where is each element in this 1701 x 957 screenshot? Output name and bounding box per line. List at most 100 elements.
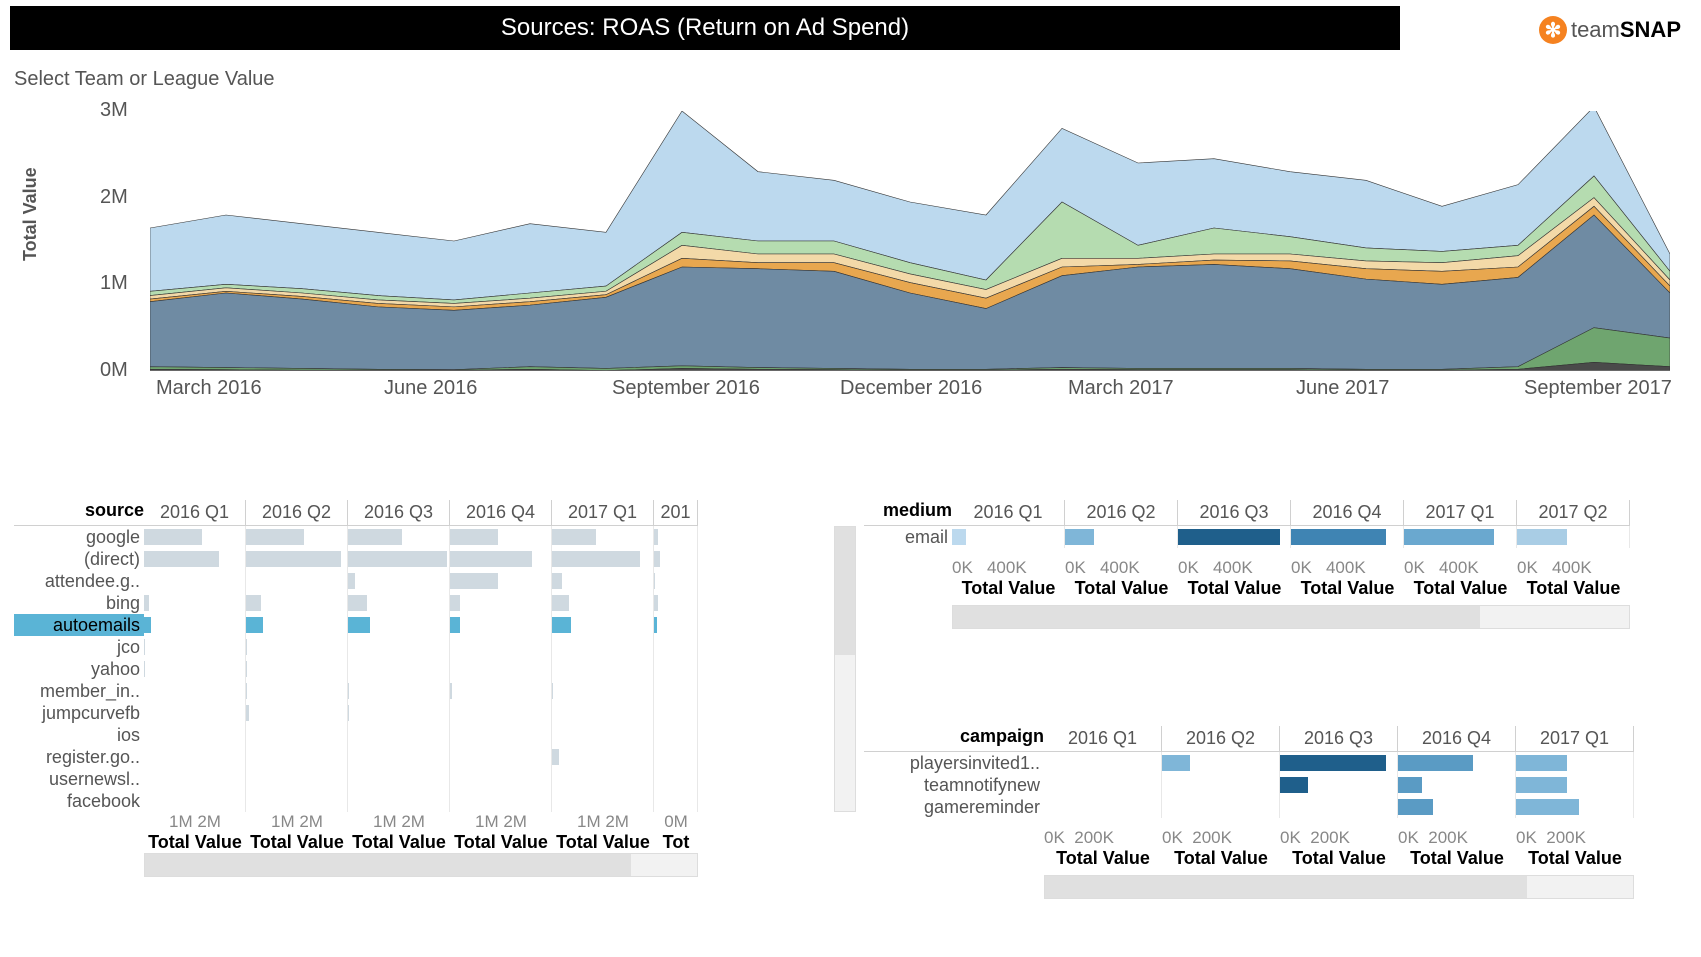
source-bar[interactable] [450,595,460,611]
campaign-col-header[interactable]: 2016 Q2 [1162,726,1280,751]
medium-bar[interactable] [1517,529,1567,545]
campaign-hscroll[interactable] [1044,875,1634,899]
source-col-header[interactable]: 201 [654,500,698,525]
campaign-axis-title: Total Value [1044,848,1162,869]
campaign-row-label[interactable]: teamnotifynew [864,774,1044,796]
source-row-label[interactable]: bing [14,592,144,614]
source-bar[interactable] [654,617,657,633]
source-col-header[interactable]: 2017 Q1 [552,500,654,525]
source-row-label[interactable]: jco [14,636,144,658]
source-row-label[interactable]: autoemails [14,614,144,636]
medium-panel[interactable]: medium2016 Q12016 Q22016 Q32016 Q42017 Q… [864,500,1684,629]
medium-col-header[interactable]: 2016 Q3 [1178,500,1291,525]
campaign-axis-tick: 0K 200K [1162,828,1280,848]
source-bar[interactable] [348,705,349,721]
medium-axis-tick: 0K 400K [1291,558,1404,578]
source-row-label[interactable]: yahoo [14,658,144,680]
campaign-col-header[interactable]: 2016 Q1 [1044,726,1162,751]
source-bar[interactable] [552,595,569,611]
source-bar[interactable] [348,573,355,589]
source-bar[interactable] [144,529,202,545]
medium-col-header[interactable]: 2016 Q1 [952,500,1065,525]
source-row-label[interactable]: usernewsl.. [14,768,144,790]
campaign-bar[interactable] [1398,799,1433,815]
source-bar[interactable] [246,705,249,721]
campaign-bar[interactable] [1516,755,1567,771]
source-bar[interactable] [246,595,261,611]
source-row-label[interactable]: (direct) [14,548,144,570]
source-bar[interactable] [552,749,559,765]
source-bar[interactable] [348,617,370,633]
source-panel[interactable]: source2016 Q12016 Q22016 Q32016 Q42017 Q… [14,500,834,877]
source-bar[interactable] [246,661,247,677]
campaign-bar[interactable] [1516,777,1567,793]
source-bar[interactable] [654,595,658,611]
source-bar[interactable] [654,551,660,567]
source-col-header[interactable]: 2016 Q4 [450,500,552,525]
medium-col-header[interactable]: 2017 Q2 [1517,500,1630,525]
source-bar[interactable] [450,529,498,545]
source-vscroll[interactable] [834,526,856,812]
medium-bar[interactable] [952,529,966,545]
campaign-col-header[interactable]: 2016 Q3 [1280,726,1398,751]
source-bar[interactable] [348,595,367,611]
source-bar[interactable] [348,529,402,545]
source-bar[interactable] [450,573,498,589]
medium-col-header[interactable]: 2016 Q2 [1065,500,1178,525]
source-bar[interactable] [144,639,145,655]
source-row-label[interactable]: member_in.. [14,680,144,702]
source-bar[interactable] [654,573,655,589]
campaign-bar[interactable] [1280,777,1308,793]
medium-bar[interactable] [1404,529,1494,545]
campaign-col-header[interactable]: 2017 Q1 [1516,726,1634,751]
source-bar[interactable] [246,529,304,545]
source-row-label[interactable]: ios [14,724,144,746]
source-bar[interactable] [246,617,263,633]
source-bar[interactable] [348,551,447,567]
source-hscroll[interactable] [144,853,698,877]
medium-hscroll[interactable] [952,605,1630,629]
source-row-label[interactable]: facebook [14,790,144,812]
campaign-row-label[interactable]: playersinvited1.. [864,752,1044,774]
campaign-bar[interactable] [1162,755,1190,771]
source-bar[interactable] [348,683,349,699]
source-row-label[interactable]: jumpcurvefb [14,702,144,724]
area-chart[interactable]: Total Value 0M1M2M3M March 2016June 2016… [40,111,1680,421]
medium-col-header[interactable]: 2017 Q1 [1404,500,1517,525]
source-bar[interactable] [450,617,460,633]
source-bar[interactable] [144,661,145,677]
source-bar[interactable] [552,529,596,545]
source-row-label[interactable]: google [14,526,144,548]
source-bar[interactable] [144,595,149,611]
source-bar[interactable] [552,551,640,567]
source-bar[interactable] [450,683,452,699]
campaign-bar[interactable] [1398,755,1473,771]
campaign-row-label[interactable]: gamereminder [864,796,1044,818]
campaign-col-header[interactable]: 2016 Q4 [1398,726,1516,751]
source-bar[interactable] [246,639,247,655]
source-bar[interactable] [654,529,658,545]
campaign-bar[interactable] [1398,777,1422,793]
source-row-label[interactable]: attendee.g.. [14,570,144,592]
medium-bar[interactable] [1291,529,1386,545]
source-bar[interactable] [246,551,341,567]
medium-col-header[interactable]: 2016 Q4 [1291,500,1404,525]
medium-bar[interactable] [1178,529,1280,545]
source-col-header[interactable]: 2016 Q1 [144,500,246,525]
source-col-header[interactable]: 2016 Q2 [246,500,348,525]
source-bar[interactable] [552,573,562,589]
campaign-panel[interactable]: campaign2016 Q12016 Q22016 Q32016 Q42017… [864,726,1684,899]
source-col-header[interactable]: 2016 Q3 [348,500,450,525]
source-bar[interactable] [144,551,219,567]
source-bar[interactable] [552,683,553,699]
medium-bar[interactable] [1065,529,1094,545]
filter-label[interactable]: Select Team or League Value [14,68,1701,91]
campaign-bar[interactable] [1280,755,1386,771]
source-bar[interactable] [144,617,151,633]
medium-row-label[interactable]: email [864,526,952,548]
source-bar[interactable] [552,617,571,633]
source-bar[interactable] [246,683,247,699]
campaign-bar[interactable] [1516,799,1579,815]
source-row-label[interactable]: register.go.. [14,746,144,768]
source-bar[interactable] [450,551,532,567]
